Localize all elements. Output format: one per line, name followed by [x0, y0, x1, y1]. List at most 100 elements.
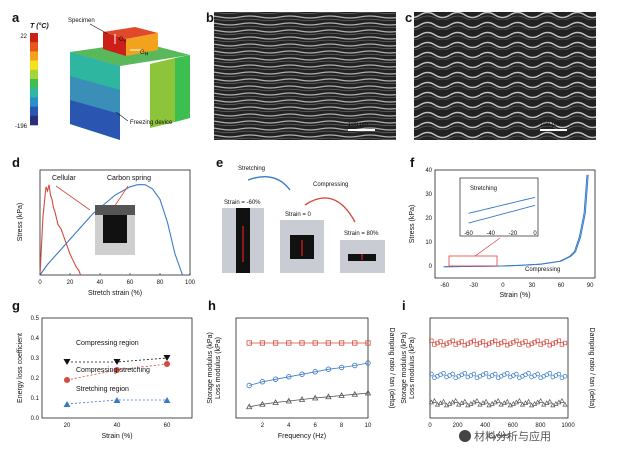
point-i — [483, 371, 489, 376]
ytick-label-g: 0.4 — [31, 336, 40, 342]
strain-80: Strain = 80% — [344, 231, 379, 237]
point-g — [63, 359, 71, 365]
xlabel-f: Strain (%) — [499, 292, 530, 299]
series-line-g-2 — [66, 399, 167, 405]
ylabel-h-loss: Loss modulus (kPa) — [215, 337, 222, 399]
scalebar-b-label: 100 µm — [348, 122, 368, 128]
panel-e: Stretching Compressing Strain = -60% Str… — [222, 166, 385, 273]
point-i — [535, 371, 540, 377]
inset-title: Stretching — [470, 186, 497, 192]
axes-f — [434, 169, 596, 279]
wechat-icon — [459, 430, 471, 442]
point-h — [299, 371, 305, 377]
specimen-top — [103, 27, 158, 39]
panel-label-i: i — [402, 298, 406, 313]
point-h — [259, 400, 266, 407]
point-h — [325, 393, 332, 400]
xtick-label-g: 20 — [64, 423, 71, 429]
xtick-label-f: 60 — [558, 283, 565, 289]
compressing-arrow — [304, 197, 356, 223]
xtick-label-f: 90 — [587, 283, 594, 289]
xtick-label-f: -60 — [440, 283, 449, 289]
series-line-g-1 — [66, 363, 168, 381]
colorbar-segment — [30, 88, 38, 98]
xtick-label-f: 30 — [529, 283, 536, 289]
inset-xtick-label: -60 — [464, 231, 473, 237]
point-h — [312, 394, 319, 401]
point-h — [286, 340, 292, 346]
colorbar-segment — [30, 97, 38, 107]
watermark-text: 材料分析与应用 — [474, 429, 551, 443]
point-h — [338, 364, 345, 371]
point-g — [113, 397, 121, 403]
point-i — [429, 338, 434, 343]
axes-d — [39, 169, 191, 276]
point-h — [285, 397, 292, 404]
inset-xtick-label: 0 — [533, 231, 537, 237]
point-g — [163, 397, 171, 403]
point-g — [163, 355, 171, 361]
colorbar-segment — [30, 79, 38, 89]
panel-f: -60 -30 0 30 60 90 0 10 20 30 40 Strain (%) Stress… — [409, 168, 596, 299]
xtick-label-f: 0 — [501, 283, 505, 289]
plot-h — [246, 340, 372, 410]
ytick-label-g: 0.0 — [31, 416, 40, 422]
xtick-label-d: 100 — [185, 280, 196, 286]
compressing-label: Compressing — [313, 182, 348, 188]
ylabel-f: Stress (kPa) — [409, 205, 416, 244]
xtick-label-h: 6 — [314, 423, 318, 429]
specimen-leader — [89, 23, 109, 35]
stretching-arrow — [247, 176, 291, 191]
colorbar-min: -196 — [15, 124, 28, 130]
sample-photo-d-clamp — [95, 205, 135, 215]
point-h — [352, 362, 358, 369]
series-line-h-2 — [249, 392, 369, 408]
point-i — [562, 340, 568, 346]
panel-label-h: h — [208, 298, 216, 313]
xtick-label-f: -30 — [469, 283, 478, 289]
point-i — [474, 398, 480, 403]
xtick-label-h: 8 — [340, 423, 344, 429]
xtick-label-h: 4 — [287, 423, 291, 429]
xtick-label-d: 0 — [38, 280, 42, 286]
colorbar-segment — [30, 69, 38, 80]
plot-g — [63, 355, 171, 407]
point-h — [298, 396, 306, 402]
point-i — [480, 339, 486, 344]
point-i — [556, 338, 562, 343]
point-i — [562, 401, 568, 407]
point-g — [114, 367, 120, 373]
point-i — [525, 398, 532, 404]
point-i — [504, 398, 510, 404]
point-i — [462, 371, 468, 376]
point-h — [259, 340, 266, 346]
xlabel-g: Strain (%) — [101, 433, 132, 440]
xtick-label-i: 0 — [428, 423, 432, 429]
point-h — [364, 389, 372, 396]
ylabel-d: Stress (kPa) — [17, 203, 24, 242]
stretching-label: Stretching — [238, 166, 265, 172]
label-compressing-stretching: Compressing-stretching — [76, 367, 150, 374]
ytick-label-f: 0 — [429, 264, 433, 270]
point-i — [429, 371, 434, 377]
xlabel-i: Cycles — [488, 433, 510, 440]
xtick-label-d: 80 — [157, 280, 164, 286]
point-i — [459, 339, 464, 344]
xtick-label-i: 800 — [535, 423, 546, 429]
ytick-label-f: 20 — [425, 216, 432, 222]
panel-i: 0 200 400 600 800 1000 Storage modulus (kPa) … — [401, 317, 595, 443]
inset-connector — [474, 237, 501, 257]
point-i — [471, 371, 477, 377]
panel-label-d: d — [12, 155, 20, 170]
device-right-leg — [175, 55, 190, 122]
colorbar-max: 22 — [20, 34, 27, 40]
point-i — [505, 371, 510, 376]
sem-overlay-b — [214, 12, 396, 140]
ytick-label-f: 30 — [425, 192, 432, 198]
ticks-f: -60 -30 0 30 60 90 0 10 20 30 40 — [425, 168, 594, 289]
xlabel-h: Frequency (Hz) — [278, 433, 326, 440]
scalebar-c-label: 100 µm — [540, 122, 560, 128]
ylabel-i-loss: Loss modulus (kPa) — [409, 337, 416, 399]
ylabel-g: Energy loss coefficient — [17, 333, 24, 403]
point-h — [246, 403, 253, 410]
